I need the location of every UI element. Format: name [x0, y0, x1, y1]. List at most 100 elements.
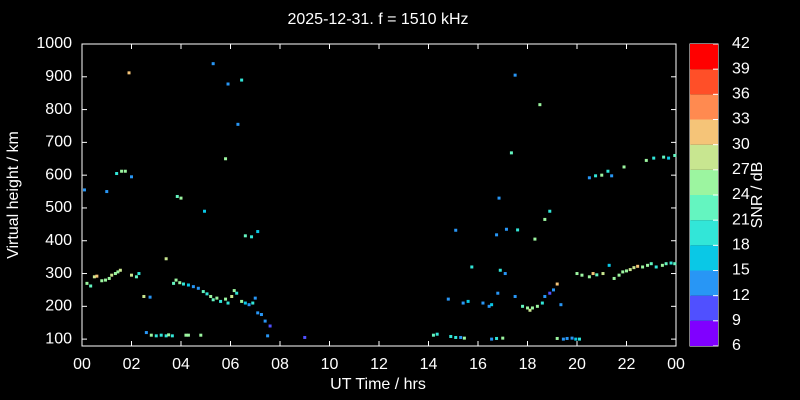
data-point: [521, 304, 525, 308]
data-point: [224, 297, 228, 301]
data-point: [110, 273, 114, 277]
data-point: [250, 235, 254, 239]
data-point: [449, 334, 453, 338]
data-point: [466, 299, 470, 303]
data-point: [622, 165, 626, 169]
data-point: [649, 262, 653, 266]
data-point: [134, 275, 138, 279]
data-point: [113, 272, 117, 276]
chart-title: 2025-12-31. f = 1510 kHz: [287, 11, 468, 28]
data-point: [632, 266, 636, 270]
data-point: [201, 290, 205, 294]
x-tick-label: 18: [519, 356, 537, 373]
data-point: [209, 294, 213, 298]
data-point: [435, 332, 439, 336]
x-tick-label: 12: [370, 356, 388, 373]
data-point: [205, 292, 209, 296]
data-point: [148, 295, 152, 299]
data-point: [625, 269, 628, 273]
data-point: [181, 282, 185, 286]
data-point: [259, 313, 263, 317]
data-point: [669, 261, 673, 265]
y-tick-label: 700: [45, 134, 72, 151]
data-point: [461, 301, 465, 305]
colorbar-tick-label: 24: [732, 186, 750, 203]
data-point: [591, 272, 595, 276]
data-point: [127, 71, 131, 75]
data-point: [224, 157, 228, 161]
y-tick-label: 200: [45, 298, 72, 315]
colorbar-band: [690, 220, 718, 246]
data-point: [263, 319, 267, 323]
data-point: [235, 291, 239, 295]
data-point: [243, 301, 247, 305]
data-point: [184, 333, 188, 337]
data-point: [149, 333, 153, 337]
data-point: [178, 281, 182, 285]
data-point: [219, 299, 223, 303]
data-point: [503, 272, 507, 276]
data-point: [186, 333, 190, 337]
data-point: [118, 268, 122, 272]
data-point: [496, 291, 500, 295]
x-tick-label: 14: [420, 356, 438, 373]
data-point: [199, 333, 203, 337]
data-point: [100, 279, 104, 283]
data-point: [662, 155, 666, 159]
data-point: [561, 337, 565, 341]
data-point: [174, 278, 178, 282]
data-point: [610, 174, 614, 178]
data-point: [481, 301, 485, 305]
data-point: [107, 276, 111, 280]
data-point: [144, 331, 148, 335]
y-tick-label: 400: [45, 232, 72, 249]
data-point: [196, 286, 200, 290]
data-point: [446, 297, 450, 301]
data-point: [660, 263, 664, 267]
x-tick-label: 02: [123, 356, 141, 373]
data-point: [595, 273, 599, 277]
data-point: [600, 173, 604, 177]
data-point: [538, 103, 542, 107]
data-point: [495, 336, 499, 340]
data-point: [587, 176, 591, 180]
data-point: [268, 324, 272, 328]
x-tick-label: 00: [667, 356, 685, 373]
colorbar-tick-label: 6: [732, 337, 741, 354]
data-point: [504, 227, 508, 231]
data-point: [652, 156, 656, 160]
data-point: [498, 268, 502, 272]
data-point: [664, 262, 668, 266]
data-point: [495, 233, 499, 237]
data-point: [526, 306, 529, 310]
data-point: [607, 263, 611, 267]
colorbar-band: [690, 320, 718, 346]
data-point: [509, 151, 513, 155]
y-tick-label: 800: [45, 101, 72, 118]
data-point: [570, 336, 574, 340]
x-tick-label: 00: [73, 356, 91, 373]
data-point: [167, 333, 171, 337]
colorbar-tick-label: 42: [732, 35, 750, 52]
data-point: [89, 284, 93, 288]
data-point: [555, 282, 559, 286]
data-point: [105, 190, 109, 194]
data-point: [215, 296, 219, 300]
colorbar-band: [690, 94, 718, 120]
data-point: [256, 311, 260, 315]
data-point: [154, 334, 158, 338]
colorbar-band: [690, 195, 718, 221]
data-point: [164, 334, 168, 338]
data-point: [641, 265, 645, 269]
data-point: [186, 283, 190, 287]
data-point: [601, 272, 605, 276]
data-point: [203, 209, 207, 213]
data-point: [431, 333, 435, 337]
data-point: [528, 308, 532, 312]
data-point: [240, 299, 244, 303]
y-tick-label: 500: [45, 199, 72, 216]
colorbar-tick-label: 30: [732, 136, 750, 153]
data-point: [236, 122, 240, 126]
data-point: [130, 273, 133, 277]
